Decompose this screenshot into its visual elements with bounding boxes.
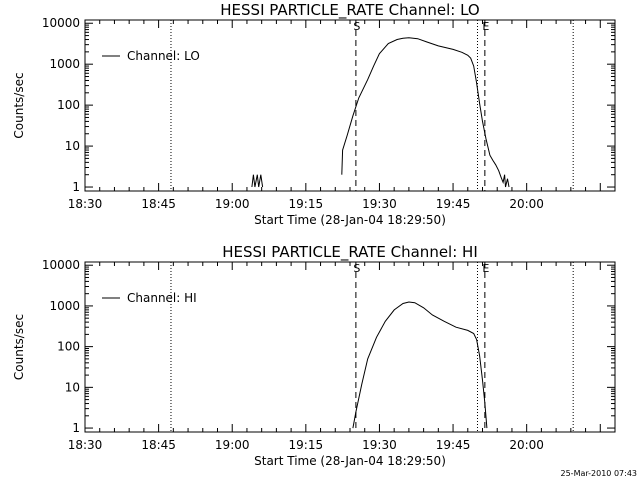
p0-marker-label: S	[353, 20, 360, 33]
p0-y-tick-label: 100	[57, 98, 80, 112]
p1-x-tick-label: 19:00	[215, 438, 250, 452]
p0-x-tick-label: 18:30	[68, 197, 103, 211]
p1-y-axis-label: Counts/sec	[12, 314, 26, 380]
p1-y-tick-label: 10	[65, 380, 80, 394]
p0-y-tick-label: 10	[65, 139, 80, 153]
p0-y-tick-label: 1	[72, 180, 80, 194]
p0-marker-label: E	[482, 20, 489, 33]
p1-y-tick-label: 1000	[49, 299, 80, 313]
p0-x-tick-label: 19:45	[436, 197, 471, 211]
p0-x-tick-label: 19:15	[289, 197, 324, 211]
p1-plot-frame	[84, 261, 616, 433]
hi-channel-plot: HESSI PARTICLE_RATE Channel: HI 18:30 18:4…	[12, 243, 616, 468]
p1-x-tick-label: 19:45	[436, 438, 471, 452]
p0-x-tick-label: 20:00	[509, 197, 544, 211]
p0-plot-frame	[84, 19, 616, 192]
p0-y-tick-label: 1000	[49, 57, 80, 71]
lo-channel-plot: HESSI PARTICLE_RATE Channel: LO 18:30 18:4…	[12, 1, 616, 227]
p1-x-tick-label: 18:45	[141, 438, 176, 452]
p1-y-tick-label: 1	[72, 421, 80, 435]
p0-chart-title: HESSI PARTICLE_RATE Channel: LO	[220, 1, 479, 20]
p0-y-tick-label: 10000	[42, 16, 80, 30]
p1-marker-label: S	[353, 262, 360, 275]
timestamp: 25-Mar-2010 07:43	[561, 469, 638, 478]
p0-x-tick-label: 19:00	[215, 197, 250, 211]
p1-chart-title: HESSI PARTICLE_RATE Channel: HI	[222, 243, 478, 262]
p1-series-line	[352, 301, 488, 429]
p1-x-tick-label: 19:15	[289, 438, 324, 452]
p1-y-tick-label: 10000	[42, 258, 80, 272]
p0-x-tick-label: 19:30	[362, 197, 397, 211]
p0-series-line	[251, 174, 264, 188]
p1-x-tick-label: 19:30	[362, 438, 397, 452]
p1-x-tick-label: 18:30	[68, 438, 103, 452]
p0-legend-label: Channel: LO	[127, 49, 200, 63]
p1-x-axis-label: Start Time (28-Jan-04 18:29:50)	[254, 454, 446, 468]
p1-legend-label: Channel: HI	[127, 291, 197, 305]
p1-marker-label: E	[482, 262, 489, 275]
p0-x-tick-label: 18:45	[141, 197, 176, 211]
p1-x-tick-label: 20:00	[509, 438, 544, 452]
p0-series-line	[341, 37, 510, 188]
p0-y-axis-label: Counts/sec	[12, 72, 26, 138]
p0-x-axis-label: Start Time (28-Jan-04 18:29:50)	[254, 213, 446, 227]
p1-y-tick-label: 100	[57, 340, 80, 354]
